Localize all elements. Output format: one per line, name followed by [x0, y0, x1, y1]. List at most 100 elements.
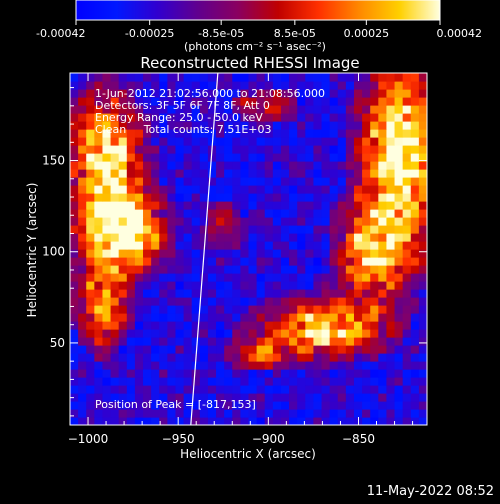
heatmap-cell: [353, 297, 363, 306]
heatmap-cell: [94, 145, 104, 154]
heatmap-cell: [207, 385, 217, 394]
heatmap-cell: [232, 329, 241, 338]
heatmap-cell: [199, 105, 209, 114]
heatmap-cell: [207, 193, 217, 202]
heatmap-cell: [207, 113, 217, 122]
heatmap-cell: [329, 113, 339, 122]
heatmap-cell: [78, 417, 87, 425]
heatmap-cell: [167, 81, 177, 90]
heatmap-cell: [207, 257, 217, 266]
heatmap-cell: [337, 345, 347, 354]
heatmap-cell: [248, 169, 258, 178]
heatmap-cell: [70, 137, 79, 146]
heatmap-cell: [183, 89, 193, 98]
heatmap-cell: [386, 209, 396, 218]
heatmap-cell: [345, 233, 355, 242]
heatmap-cell: [143, 281, 152, 290]
heatmap-cell: [175, 241, 185, 250]
heatmap-cell: [362, 105, 371, 114]
heatmap-cell: [175, 249, 185, 258]
heatmap-cell: [224, 353, 233, 362]
heatmap-cell: [289, 257, 298, 266]
heatmap-cell: [183, 353, 193, 362]
heatmap-cell: [345, 289, 355, 298]
heatmap-cell: [297, 321, 306, 330]
heatmap-cell: [143, 233, 152, 242]
heatmap-cell: [289, 185, 298, 194]
heatmap-cell: [167, 161, 177, 170]
heatmap-cell: [94, 305, 104, 314]
heatmap-cell: [394, 273, 404, 282]
heatmap-cell: [264, 369, 274, 378]
heatmap-cell: [272, 121, 282, 130]
heatmap-cell: [313, 281, 323, 290]
heatmap-cell: [264, 161, 274, 170]
heatmap-cell: [297, 297, 306, 306]
heatmap-cell: [362, 89, 371, 98]
heatmap-cell: [256, 241, 266, 250]
heatmap-cell: [394, 393, 404, 402]
heatmap-cell: [175, 113, 185, 122]
heatmap-cell: [418, 201, 427, 210]
heatmap-cell: [240, 73, 250, 82]
heatmap-cell: [94, 89, 104, 98]
heatmap-cell: [183, 153, 193, 162]
heatmap-cell: [402, 313, 412, 322]
heatmap-cell: [305, 209, 315, 218]
heatmap-cell: [345, 249, 355, 258]
heatmap-cell: [386, 361, 396, 370]
heatmap-cell: [94, 105, 104, 114]
heatmap-cell: [175, 417, 185, 425]
heatmap-cell: [280, 89, 290, 98]
heatmap-cell: [191, 361, 201, 370]
colorbar-frame: [75, 0, 441, 21]
heatmap-cell: [191, 201, 201, 210]
heatmap-cell: [248, 105, 258, 114]
heatmap-cell: [216, 313, 225, 322]
heatmap-cell: [248, 281, 258, 290]
heatmap-cell: [143, 337, 152, 346]
heatmap-cell: [143, 257, 152, 266]
heatmap-cell: [191, 401, 201, 410]
heatmap-cell: [94, 225, 104, 234]
heatmap-cell: [224, 361, 233, 370]
heatmap-cell: [110, 377, 120, 386]
heatmap-cell: [86, 393, 95, 402]
heatmap-cell: [386, 305, 396, 314]
heatmap-cell: [345, 281, 355, 290]
peak-position-label: Position of Peak = [-817,153]: [95, 398, 256, 411]
heatmap-cell: [207, 377, 217, 386]
heatmap-cell: [240, 121, 250, 130]
heatmap-cell: [191, 153, 201, 162]
heatmap-cell: [418, 161, 427, 170]
heatmap-cell: [378, 193, 388, 202]
heatmap-cell: [256, 289, 266, 298]
heatmap-cell: [337, 265, 347, 274]
heatmap-cell: [410, 185, 420, 194]
heatmap-cell: [191, 393, 201, 402]
heatmap-cell: [305, 201, 315, 210]
heatmap-cell: [118, 185, 128, 194]
heatmap-cell: [110, 225, 120, 234]
heatmap-cell: [240, 209, 250, 218]
heatmap-cell: [78, 409, 87, 418]
heatmap-cell: [167, 393, 177, 402]
heatmap-cell: [102, 145, 112, 154]
heatmap-cell: [151, 73, 160, 82]
heatmap-cell: [394, 121, 404, 130]
heatmap-cell: [110, 321, 120, 330]
heatmap-cell: [321, 417, 331, 425]
heatmap-cell: [297, 113, 306, 122]
heatmap-cell: [272, 281, 282, 290]
heatmap-cell: [78, 281, 87, 290]
heatmap-cell: [70, 225, 79, 234]
heatmap-cell: [78, 265, 87, 274]
heatmap-cell: [370, 385, 379, 394]
heatmap-cell: [280, 361, 290, 370]
heatmap-cell: [394, 177, 404, 186]
heatmap-cell: [110, 249, 120, 258]
heatmap-cell: [353, 289, 363, 298]
heatmap-cell: [118, 233, 128, 242]
heatmap-cell: [216, 329, 225, 338]
heatmap-cell: [313, 129, 323, 138]
